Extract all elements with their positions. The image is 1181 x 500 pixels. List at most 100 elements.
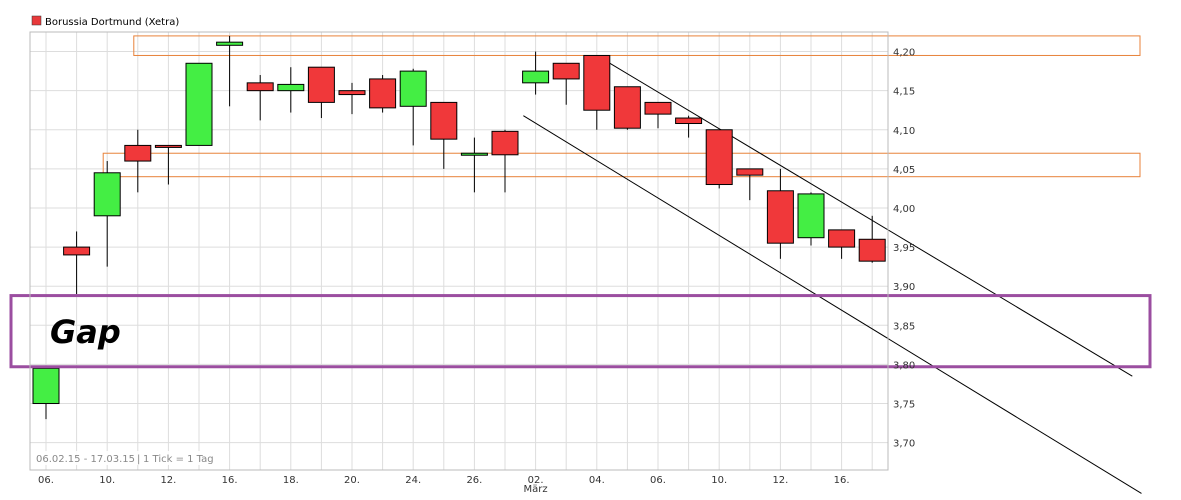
candle-body [307, 66, 335, 103]
candle [307, 66, 335, 119]
trend-lines [523, 55, 1142, 494]
candle-body [797, 193, 825, 239]
candle [216, 35, 244, 107]
resistance-zone [133, 35, 1141, 56]
candle-body [154, 144, 182, 148]
gap-label: Gap [50, 313, 121, 351]
candle [460, 137, 488, 193]
candle [246, 75, 274, 121]
legend-label: Borussia Dortmund (Xetra) [45, 17, 179, 28]
candle [583, 54, 611, 130]
x-tick-label: 18. [283, 475, 299, 486]
candle [32, 367, 60, 420]
candle [522, 51, 550, 95]
candle [63, 231, 91, 295]
candle [644, 101, 672, 129]
trend-line [596, 55, 1133, 377]
plot-frame [29, 31, 889, 471]
y-tick-label: 4,10 [893, 126, 915, 137]
y-tick-label: 3,95 [893, 243, 915, 254]
x-tick-label: 20. [344, 475, 360, 486]
y-tick-label: 3,75 [893, 400, 915, 411]
x-tick-label: 04. [589, 475, 605, 486]
candle-body [675, 117, 703, 125]
candle-body [705, 129, 733, 186]
candle-body [736, 168, 764, 176]
candle [858, 215, 886, 263]
y-tick-label: 4,20 [893, 48, 915, 59]
candle [828, 229, 856, 259]
candle [552, 62, 580, 105]
candle [705, 129, 733, 189]
trend-line [523, 115, 1142, 494]
candle-body [338, 90, 366, 96]
x-tick-label: 26. [466, 475, 482, 486]
candle-body [460, 152, 488, 156]
footer: 06.02.15 - 17.03.15 | 1 Tick = 1 Tag [32, 451, 214, 465]
y-tick-label: 3,90 [893, 282, 915, 293]
candle-body [766, 190, 794, 244]
y-tick-label: 3,70 [893, 439, 915, 450]
candle [399, 68, 427, 146]
legend-swatch [31, 15, 42, 26]
candle [613, 86, 641, 130]
x-tick-label: 02. [528, 475, 544, 486]
candle [338, 82, 366, 115]
candle [369, 75, 397, 113]
grid [30, 32, 888, 470]
y-tick-label: 4,15 [893, 87, 915, 98]
candle-body [828, 229, 856, 248]
candle-body [613, 86, 641, 129]
candle [185, 62, 213, 146]
x-month-label: März [524, 484, 548, 495]
candle [766, 168, 794, 259]
candle-body [277, 83, 305, 92]
footer-sep: | [137, 454, 140, 465]
candle-body [246, 82, 274, 92]
candle [124, 129, 152, 193]
gap-box: Gap [9, 294, 1152, 369]
candle-body [93, 172, 121, 217]
y-tick-label: 3,80 [893, 360, 915, 371]
y-tick-label: 4,05 [893, 165, 915, 176]
x-tick-label: 06. [650, 475, 666, 486]
x-tick-label: 10. [99, 475, 115, 486]
candle-body [185, 62, 213, 146]
candle [675, 115, 703, 138]
candle [93, 161, 121, 267]
resistance-zone [102, 152, 1141, 178]
x-tick-label: 12. [160, 475, 176, 486]
x-tick-label: 24. [405, 475, 421, 486]
candle-body [430, 101, 458, 140]
y-tick-label: 4,00 [893, 204, 915, 215]
gap-rect [9, 294, 1152, 369]
candle-body [124, 144, 152, 162]
candles [32, 35, 886, 420]
candle [491, 129, 519, 193]
candle [430, 101, 458, 169]
resistance-zones [102, 35, 1141, 178]
footer-interval: 1 Tick = 1 Tag [143, 454, 214, 465]
x-tick-label: 12. [772, 475, 788, 486]
candle-body [491, 130, 519, 156]
candle-body [216, 41, 244, 46]
candle [277, 67, 305, 113]
candle-body [32, 367, 60, 405]
candle-body [858, 238, 886, 262]
legend: Borussia Dortmund (Xetra) [31, 15, 179, 28]
axes: 3,70 3,75 3,80 3,85 3,90 3,95 4,00 4,05 4,10 4,15… [29, 31, 915, 495]
footer-range: 06.02.15 - 17.03.15 [36, 454, 135, 465]
y-tick-label: 3,85 [893, 321, 915, 332]
x-tick-label: 06. [38, 475, 54, 486]
candle [736, 168, 764, 201]
candle-body [583, 54, 611, 111]
candle-body [522, 70, 550, 84]
x-tick-label: 10. [711, 475, 727, 486]
candle-body [644, 101, 672, 115]
candle-body [552, 62, 580, 80]
candle [797, 192, 825, 246]
candle-body [369, 78, 397, 109]
candle-body [399, 70, 427, 107]
x-tick-label: 16. [834, 475, 850, 486]
